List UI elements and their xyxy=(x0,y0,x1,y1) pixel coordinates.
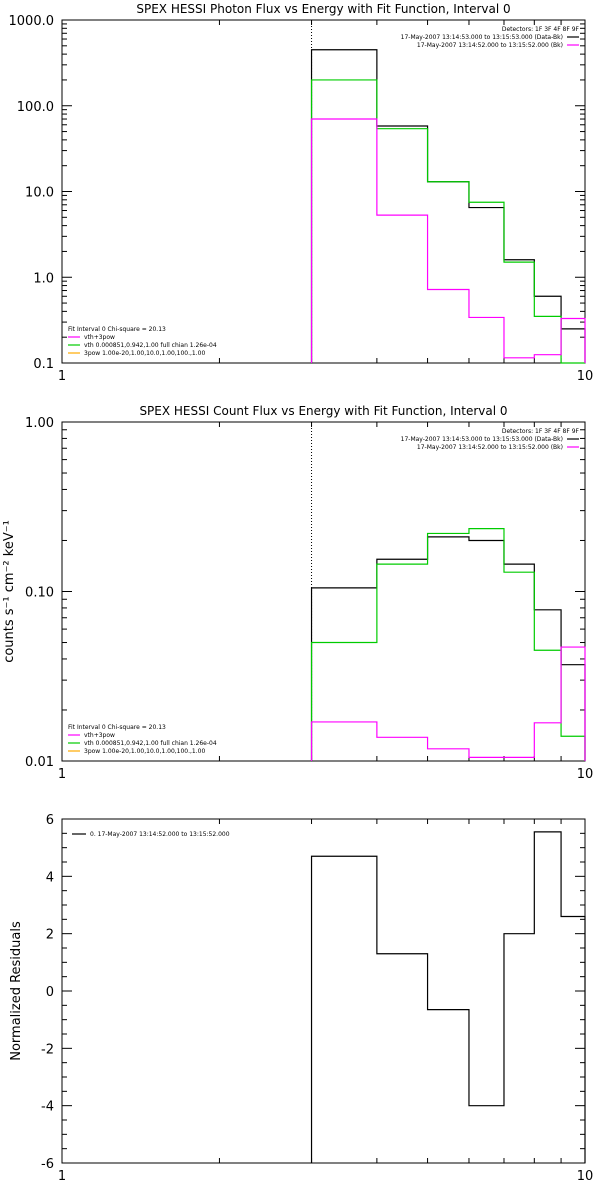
chart1-legend-entry-label: 17-May-2007 13:14:52.000 to 13:15:52.000… xyxy=(417,42,563,49)
chart3-series-1 xyxy=(310,831,586,1163)
chart3-frame xyxy=(61,818,586,1164)
chart2-y-tick-label: 0.01 xyxy=(25,755,54,770)
chart3-y-tick-label: 6 xyxy=(46,813,54,828)
chart1-x-tick-label: 1 xyxy=(58,369,66,384)
chart1-legend-detectors: Detectors: 1F 3F 4F 8F 9F xyxy=(502,26,580,33)
chart2-y-tick-label: 1.00 xyxy=(25,416,54,431)
chart1-legend-entry-label: 17-May-2007 13:14:53.000 to 13:15:53.000… xyxy=(401,34,563,41)
chart1-y-tick-label: 0.1 xyxy=(33,357,54,372)
chart3-y-tick-label: -2 xyxy=(41,1042,54,1057)
chart3-x-tick-label: 10 xyxy=(577,1169,594,1184)
chart2-x-tick-label: 10 xyxy=(577,767,594,782)
chart1-y-tick-label: 100.0 xyxy=(17,100,54,115)
chart3-ylabel: Normalized Residuals xyxy=(9,921,24,1061)
chart3-y-tick-label: 2 xyxy=(46,928,54,943)
chart3-x-tick-label: 1 xyxy=(58,1169,66,1184)
chart2-legend-fit-label: vth+3pow xyxy=(84,732,115,739)
chart1-y-tick-label: 10.0 xyxy=(25,186,54,201)
chart2-legend-entry-label: 17-May-2007 13:14:52.000 to 13:15:52.000… xyxy=(417,444,563,451)
chart2-legend-entry-label: 17-May-2007 13:14:53.000 to 13:15:53.000… xyxy=(401,436,563,443)
chart2-legend-detectors: Detectors: 1F 3F 4F 8F 9F xyxy=(502,428,580,435)
chart1-frame xyxy=(61,19,586,364)
chart1-series-3 xyxy=(310,118,586,363)
chart2-legend-fit-label: 3pow 1.00e-20,1.00,10.0,1.00,100.,1.00 xyxy=(84,748,205,755)
chart1-title: SPEX HESSI Photon Flux vs Energy with Fi… xyxy=(136,2,510,16)
chart2-title: SPEX HESSI Count Flux vs Energy with Fit… xyxy=(139,404,507,418)
chart1-y-tick-label: 1000.0 xyxy=(9,14,55,29)
chart1-x-tick-label: 10 xyxy=(577,369,594,384)
chart2-y-tick-label: 0.10 xyxy=(25,586,54,601)
chart3-y-tick-label: -4 xyxy=(41,1100,54,1115)
chart2-frame xyxy=(61,421,586,762)
chart2-series-2 xyxy=(310,528,586,761)
chart3-y-tick-label: 4 xyxy=(46,870,54,885)
chart3-y-tick-label: -6 xyxy=(41,1157,54,1172)
chart1-legend-fit-label: vth+3pow xyxy=(84,334,115,341)
chart1-legend-fit-label: 3pow 1.00e-20,1.00,10.0,1.00,100.,1.00 xyxy=(84,350,205,357)
chart2-series-3 xyxy=(310,646,586,761)
chart1-y-tick-label: 1.0 xyxy=(33,271,54,286)
chart1-series-2 xyxy=(310,79,585,364)
chart2-ylabel: counts s⁻¹ cm⁻² keV⁻¹ xyxy=(2,520,17,663)
chart3-legend-entry-label: 0. 17-May-2007 13:14:52.000 to 13:15:52.… xyxy=(90,831,230,838)
chart2-series-1 xyxy=(310,536,586,761)
chart1-legend-fit-label: vth 0.000851,0.942,1.00 full chian 1.26e… xyxy=(84,342,217,349)
chart2-legend-fit-label: vth 0.000851,0.942,1.00 full chian 1.26e… xyxy=(84,740,217,747)
chart3-y-tick-label: 0 xyxy=(46,985,54,1000)
chart2-legend-fit-header: Fit Interval 0 Chi-square = 20.13 xyxy=(68,724,166,731)
chart2-x-tick-label: 1 xyxy=(58,767,66,782)
chart1-legend-fit-header: Fit Interval 0 Chi-square = 20.13 xyxy=(68,326,166,333)
